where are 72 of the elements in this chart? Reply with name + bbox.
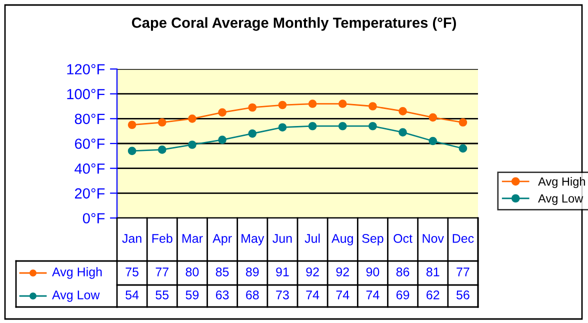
point bbox=[278, 123, 287, 132]
x-tick-label: Feb bbox=[152, 234, 172, 243]
point bbox=[158, 146, 166, 154]
x-tick-label: Mar bbox=[182, 234, 203, 243]
data-label: 74 bbox=[306, 290, 320, 300]
data-label: 77 bbox=[456, 268, 470, 276]
data-label: 56 bbox=[456, 290, 470, 300]
chart-title: Cape Coral Average Monthly Temperatures (°F) bbox=[132, 17, 456, 31]
data-label: 62 bbox=[426, 290, 440, 300]
x-tick-label: Dec bbox=[452, 234, 474, 243]
point bbox=[218, 136, 226, 144]
data-label: 80 bbox=[186, 268, 199, 276]
point bbox=[188, 140, 196, 149]
data-label: 75 bbox=[126, 268, 138, 276]
y-tick-label: 20°F bbox=[74, 188, 105, 199]
point bbox=[398, 107, 407, 116]
data-label: 68 bbox=[246, 290, 259, 300]
point bbox=[308, 122, 317, 130]
point bbox=[308, 100, 317, 108]
legend-label: Avg Low bbox=[538, 194, 584, 205]
y-tick-label: 0°F bbox=[82, 213, 105, 224]
point bbox=[458, 118, 468, 127]
point bbox=[158, 118, 166, 127]
data-label: 81 bbox=[426, 268, 440, 276]
x-tick-label: Jun bbox=[272, 234, 292, 243]
point bbox=[278, 100, 287, 110]
data-label: 54 bbox=[126, 290, 139, 300]
point bbox=[368, 122, 377, 130]
point bbox=[128, 120, 136, 130]
data-label: 92 bbox=[306, 268, 319, 276]
data-label: 74 bbox=[366, 290, 380, 300]
x-tick-label: Aug bbox=[332, 234, 353, 246]
data-label: 55 bbox=[156, 290, 169, 300]
point bbox=[188, 114, 196, 123]
y-tick-label: 60°F bbox=[74, 138, 105, 149]
data-label: 85 bbox=[216, 268, 229, 276]
point bbox=[218, 108, 226, 117]
point bbox=[248, 103, 257, 112]
data-label: 91 bbox=[276, 268, 289, 276]
x-tick-label: Apr bbox=[212, 234, 232, 246]
data-label: 63 bbox=[216, 290, 229, 300]
point bbox=[398, 128, 407, 136]
data-label: 59 bbox=[186, 290, 199, 300]
point bbox=[128, 146, 136, 156]
y-tick-label: 40°F bbox=[74, 163, 105, 174]
point bbox=[368, 102, 377, 110]
data-label: 86 bbox=[396, 268, 410, 276]
legend-label: Avg High bbox=[538, 177, 585, 188]
point bbox=[428, 136, 438, 146]
x-tick-label: Jul bbox=[304, 234, 320, 243]
point bbox=[338, 122, 347, 130]
y-tick-label: 100°F bbox=[67, 88, 105, 100]
point bbox=[428, 113, 438, 122]
y-tick-label: 80°F bbox=[74, 114, 105, 124]
point bbox=[338, 100, 347, 108]
x-tick-label: Jan bbox=[122, 234, 142, 243]
data-label: 77 bbox=[156, 268, 168, 276]
x-tick-label: Oct bbox=[394, 234, 412, 243]
data-label: 74 bbox=[336, 290, 350, 300]
point bbox=[248, 129, 257, 138]
x-tick-label: Nov bbox=[422, 234, 444, 243]
data-label: 92 bbox=[336, 268, 349, 276]
data-label: 90 bbox=[366, 268, 380, 276]
y-tick-label: 120°F bbox=[67, 64, 105, 74]
x-tick-label: May bbox=[242, 234, 264, 246]
data-label: 73 bbox=[276, 290, 289, 300]
x-tick-label: Sep bbox=[362, 234, 384, 246]
text: Avg High bbox=[52, 267, 102, 279]
data-label: 69 bbox=[396, 290, 410, 300]
point bbox=[458, 144, 468, 153]
data-label: 89 bbox=[246, 268, 259, 276]
text: Avg Low bbox=[52, 290, 100, 302]
